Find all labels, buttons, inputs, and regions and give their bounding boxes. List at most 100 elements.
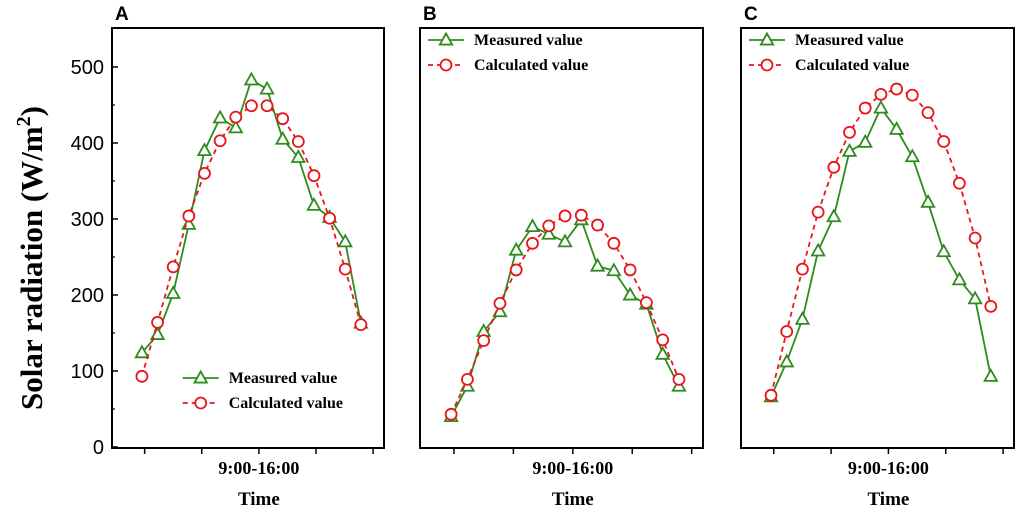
measured-series-line <box>450 217 680 418</box>
calculated-point <box>672 372 686 386</box>
legend-marker <box>439 58 453 72</box>
measured-point <box>606 262 622 277</box>
plot-frame <box>740 27 1015 449</box>
measured-point <box>951 271 968 286</box>
measured-point <box>492 303 508 318</box>
calculated-point <box>890 82 904 96</box>
calculated-point <box>764 388 778 402</box>
panel-c: C 9:00-16:00 Time Measured value Calculated … <box>740 4 1015 510</box>
calculated-point <box>509 263 523 277</box>
measured-point <box>622 286 638 301</box>
calculated-point <box>591 218 604 232</box>
panel-b: B 9:00-16:00 Time Measured value Calculated … <box>419 4 704 510</box>
calculated-point <box>135 369 149 383</box>
calculated-point <box>493 296 507 310</box>
y-tick-label: 200 <box>71 285 104 307</box>
panel-label: C <box>744 4 758 25</box>
legend-label: Measured value <box>229 370 338 387</box>
measured-series-line <box>770 106 992 398</box>
y-tick-label: 500 <box>71 57 104 79</box>
calculated-point <box>858 101 872 115</box>
plot-frame <box>419 27 704 449</box>
calculated-point <box>623 263 637 277</box>
calculated-point <box>291 135 305 148</box>
calculated-point <box>780 325 794 338</box>
measured-point <box>243 71 260 86</box>
calculated-point <box>229 110 243 124</box>
y-tick-label: 100 <box>71 361 104 383</box>
legend-marker <box>760 58 774 72</box>
calculated-point <box>182 209 196 223</box>
y-tick-label: 400 <box>71 133 104 155</box>
measured-point <box>524 218 541 233</box>
measured-point <box>857 133 873 148</box>
legend-marker <box>438 31 454 46</box>
measured-point <box>983 367 999 382</box>
y-axis-title-main: Solar radiation (W/m <box>14 126 49 410</box>
calculated-point <box>338 262 352 276</box>
calculated-point <box>323 211 337 225</box>
calculated-point <box>354 318 368 332</box>
calculated-point <box>526 236 539 250</box>
calculated-point <box>607 236 621 250</box>
measured-point <box>259 80 275 95</box>
calculated-point <box>984 299 998 313</box>
measured-point <box>149 326 166 340</box>
measured-point <box>228 119 244 134</box>
y-tick-label: 300 <box>71 209 104 231</box>
x-range-label: 9:00-16:00 <box>848 458 929 478</box>
calculated-series-line <box>770 88 992 396</box>
calculated-point <box>444 407 458 421</box>
calculated-point <box>558 209 572 223</box>
measured-point <box>826 208 842 223</box>
legend-label: Calculated value <box>474 57 588 74</box>
calculated-point <box>874 87 888 101</box>
y-axis-title-close: ) <box>14 106 49 116</box>
calculated-point <box>937 135 951 148</box>
measured-point <box>508 241 524 256</box>
legend-label: Calculated value <box>795 57 909 74</box>
calculated-point <box>477 334 491 348</box>
y-tick-label: 0 <box>93 437 104 459</box>
calculated-point <box>827 160 841 174</box>
y-axis-title-superscript: 2 <box>13 116 35 126</box>
calculated-point <box>151 315 164 329</box>
panel-label: B <box>423 4 437 25</box>
calculated-point <box>921 106 935 119</box>
calculated-point <box>198 166 211 180</box>
calculated-point <box>796 262 809 276</box>
measured-point <box>841 143 858 157</box>
calculated-point <box>307 169 321 183</box>
x-range-label: 9:00-16:00 <box>218 458 299 478</box>
calculated-point <box>542 219 556 233</box>
calculated-point <box>276 112 290 126</box>
measured-point <box>873 99 889 114</box>
measured-point <box>888 120 905 135</box>
legend-marker <box>194 396 208 410</box>
legend-marker <box>193 369 209 384</box>
plot-frame <box>111 27 385 449</box>
measured-point <box>196 142 213 157</box>
calculated-point <box>574 208 588 222</box>
calculated-series-line <box>141 104 362 377</box>
measured-point <box>920 193 936 208</box>
calculated-point <box>905 88 919 102</box>
measured-point <box>165 285 181 299</box>
measured-point <box>654 345 671 360</box>
panel-a: A 0 100 200 300 400 500 9:00-16:00 Time Measured … <box>71 4 385 510</box>
calculated-point <box>260 99 274 113</box>
legend-label: Measured value <box>474 32 583 49</box>
calculated-point <box>213 134 227 148</box>
calculated-series-line <box>450 214 680 415</box>
x-axis-title: Time <box>867 489 909 510</box>
calculated-point <box>166 260 180 274</box>
calculated-point <box>843 125 856 139</box>
measured-point <box>290 149 307 163</box>
legend-label: Measured value <box>795 32 904 49</box>
x-range-label: 9:00-16:00 <box>532 458 613 478</box>
measured-point <box>274 130 291 145</box>
calculated-point <box>656 333 670 347</box>
measured-point <box>306 196 322 211</box>
measured-point <box>810 242 826 257</box>
measured-point <box>134 344 150 359</box>
